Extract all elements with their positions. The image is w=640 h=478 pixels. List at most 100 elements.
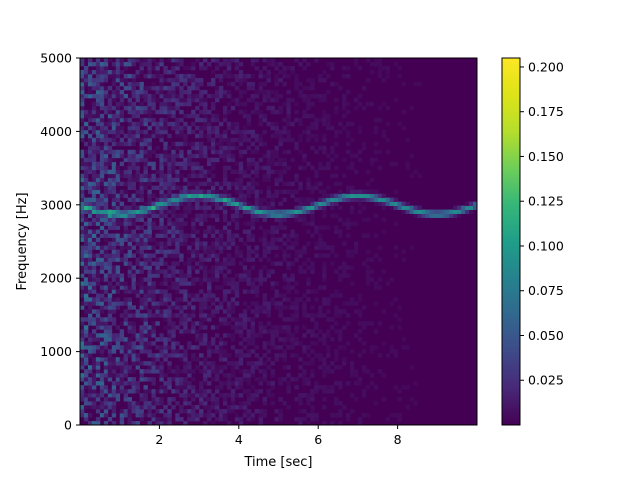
heatmap-cell <box>254 65 260 71</box>
heatmap-cell <box>175 169 180 175</box>
heatmap-cell <box>119 249 125 254</box>
heatmap-cell <box>80 345 85 350</box>
heatmap-cell <box>123 233 129 238</box>
heatmap-cell <box>302 58 307 63</box>
heatmap-cell <box>80 237 85 242</box>
heatmap-cell <box>147 181 152 187</box>
heatmap-cell <box>199 361 204 366</box>
heatmap-cell <box>119 89 125 95</box>
heatmap-cell <box>226 281 232 286</box>
heatmap-cell <box>131 121 136 127</box>
heatmap-cell <box>234 377 240 382</box>
heatmap-cell <box>191 153 196 159</box>
heatmap-cell <box>119 357 125 362</box>
heatmap-cell <box>262 309 267 314</box>
heatmap-cell <box>302 409 307 414</box>
heatmap-cell <box>83 385 89 390</box>
heatmap-cell <box>314 125 319 131</box>
heatmap-cell <box>80 245 85 250</box>
heatmap-cell <box>203 405 208 410</box>
heatmap-cell <box>338 181 343 187</box>
heatmap-cell <box>139 145 144 151</box>
heatmap-cell <box>373 281 379 286</box>
heatmap-cell <box>183 205 188 210</box>
heatmap-cell <box>381 341 387 346</box>
heatmap-cell <box>151 161 156 167</box>
heatmap-cell <box>238 357 244 362</box>
heatmap-cell <box>183 325 188 330</box>
heatmap-cell <box>365 321 371 326</box>
heatmap-cell <box>338 385 343 390</box>
heatmap-cell <box>306 397 311 402</box>
heatmap-cell <box>322 365 327 370</box>
heatmap-cell <box>135 137 140 143</box>
heatmap-cell <box>175 73 180 79</box>
heatmap-cell <box>270 361 275 366</box>
heatmap-cell <box>159 133 164 139</box>
heatmap-cell <box>171 85 176 91</box>
heatmap-cell <box>214 89 220 95</box>
heatmap-cell <box>234 273 240 278</box>
heatmap-cell <box>306 289 311 294</box>
heatmap-cell <box>99 205 105 210</box>
heatmap-cell <box>226 405 232 410</box>
heatmap-cell <box>159 189 164 195</box>
heatmap-cell <box>417 209 422 214</box>
heatmap-cell <box>167 109 172 115</box>
heatmap-cell <box>179 225 184 230</box>
heatmap-cell <box>107 361 113 366</box>
heatmap-cell <box>218 137 224 143</box>
heatmap-cell <box>91 221 97 226</box>
heatmap-cell <box>151 361 156 366</box>
heatmap-cell <box>290 213 295 218</box>
heatmap-cell <box>195 105 200 111</box>
heatmap-cell <box>107 93 113 99</box>
heatmap-cell <box>187 317 192 322</box>
heatmap-cell <box>211 273 216 278</box>
heatmap-cell <box>234 161 240 167</box>
heatmap-cell <box>361 261 367 266</box>
heatmap-cell <box>83 377 89 382</box>
heatmap-cell <box>83 77 89 83</box>
heatmap-cell <box>222 217 228 222</box>
heatmap-cell <box>345 265 351 270</box>
heatmap-cell <box>147 289 152 294</box>
heatmap-cell <box>99 85 105 91</box>
heatmap-cell <box>99 413 105 418</box>
heatmap-cell <box>203 325 208 330</box>
heatmap-cell <box>250 321 256 326</box>
heatmap-cell <box>334 313 339 318</box>
heatmap-cell <box>127 249 133 254</box>
heatmap-cell <box>306 297 311 302</box>
heatmap-cell <box>246 73 252 79</box>
heatmap-cell <box>266 389 271 394</box>
heatmap-cell <box>123 309 129 314</box>
heatmap-cell <box>334 397 339 402</box>
heatmap-cell <box>405 205 410 210</box>
heatmap-cell <box>143 237 148 242</box>
heatmap-cell <box>266 341 271 346</box>
heatmap-cell <box>80 217 85 222</box>
heatmap-cell <box>175 125 180 131</box>
heatmap-cell <box>274 409 279 414</box>
heatmap-cell <box>389 277 395 282</box>
heatmap-cell <box>322 245 327 250</box>
heatmap-cell <box>314 149 319 155</box>
heatmap-cell <box>326 349 331 354</box>
heatmap-cell <box>159 257 164 262</box>
heatmap-cell <box>345 65 351 71</box>
heatmap-cell <box>83 73 89 79</box>
heatmap-cell <box>99 129 105 135</box>
heatmap-cell <box>318 309 323 314</box>
heatmap-cell <box>246 85 252 91</box>
heatmap-cell <box>373 149 379 155</box>
heatmap-cell <box>111 193 117 199</box>
colorbar-gradient <box>502 58 520 425</box>
heatmap-cell <box>159 161 164 167</box>
heatmap-cell <box>91 165 97 171</box>
heatmap-cell <box>187 141 192 147</box>
heatmap-cell <box>238 181 244 187</box>
heatmap-cell <box>135 121 140 127</box>
heatmap-cell <box>318 225 323 230</box>
heatmap-cell <box>270 209 275 214</box>
